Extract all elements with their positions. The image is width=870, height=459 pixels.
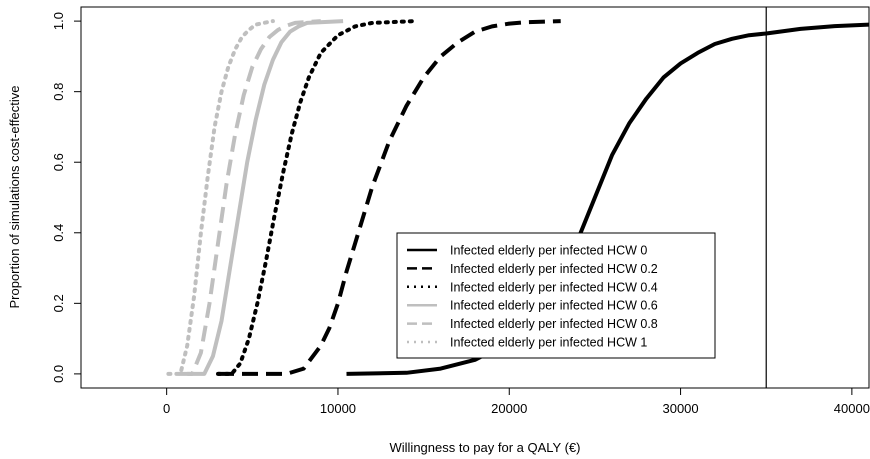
series-line-5 — [166, 19, 275, 376]
x-tick-label: 40000 — [834, 401, 870, 416]
legend-label: Infected elderly per infected HCW 0 — [450, 244, 647, 258]
x-tick-label: 20000 — [491, 401, 527, 416]
x-tick-label: 0 — [163, 401, 170, 416]
legend-label: Infected elderly per infected HCW 0.8 — [450, 317, 658, 331]
legend-label: Infected elderly per infected HCW 0.6 — [450, 299, 658, 313]
series-line-1 — [218, 19, 561, 376]
y-tick-label: 0.2 — [51, 294, 66, 312]
y-tick-label: 1.0 — [51, 12, 66, 30]
series-line-2 — [216, 19, 417, 376]
y-tick-label: 0.6 — [51, 153, 66, 171]
legend-label: Infected elderly per infected HCW 0.4 — [450, 280, 658, 294]
x-axis-label: Willingness to pay for a QALY (€) — [390, 440, 581, 455]
x-tick-label: 10000 — [320, 401, 356, 416]
y-tick-label: 0.4 — [51, 224, 66, 242]
y-tick-label: 0.0 — [51, 365, 66, 383]
x-tick-label: 30000 — [662, 401, 698, 416]
legend-box — [396, 232, 716, 359]
plot-frame — [80, 6, 870, 389]
y-tick-label: 0.8 — [51, 83, 66, 101]
legend-label: Infected elderly per infected HCW 0.2 — [450, 262, 658, 276]
series-line-4 — [178, 19, 321, 376]
y-axis-label: Proportion of simulations cost-effective — [7, 85, 22, 308]
legend-label: Infected elderly per infected HCW 1 — [450, 336, 647, 350]
series-line-3 — [187, 19, 344, 376]
